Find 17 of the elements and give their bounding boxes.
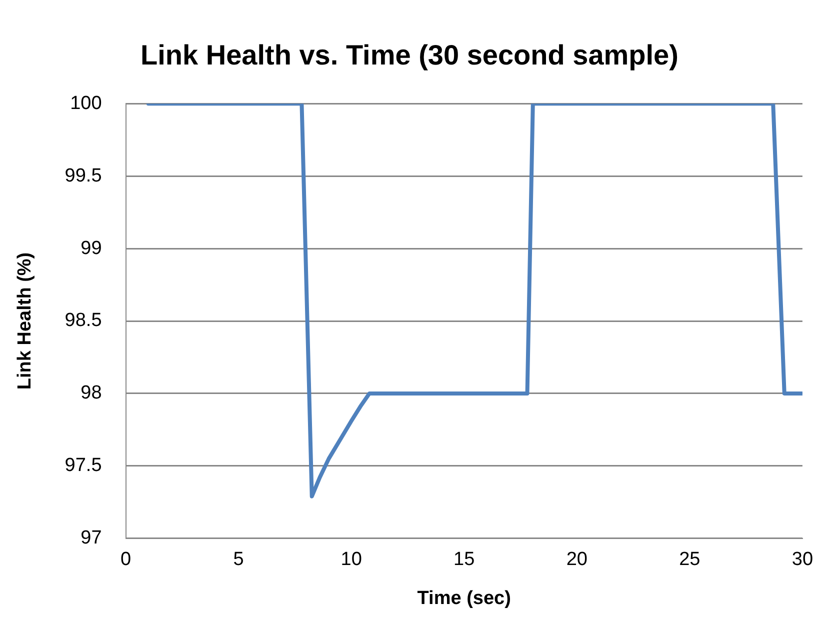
x-axis-title: Time (sec) [417,588,511,609]
y-tick-label: 100 [70,92,102,114]
x-tick-label: 5 [233,549,244,570]
x-tick-label: 30 [792,549,814,570]
x-tick-label: 25 [679,549,700,570]
y-tick-label: 98 [80,382,102,404]
y-tick-label: 99.5 [64,165,102,186]
y-tick-label: 98.5 [64,310,102,332]
y-tick-label: 97.5 [64,455,102,476]
x-tick-label: 15 [454,549,475,570]
x-tick-label: 20 [566,549,588,570]
x-tick-label: 0 [120,549,132,570]
y-axis-title: Link Health (%) [14,252,36,390]
y-tick-label: 97 [80,528,102,549]
y-tick-label: 99 [80,238,102,259]
x-tick-label: 10 [340,549,362,570]
chart-title: Link Health vs. Time (30 second sample) [140,40,678,71]
